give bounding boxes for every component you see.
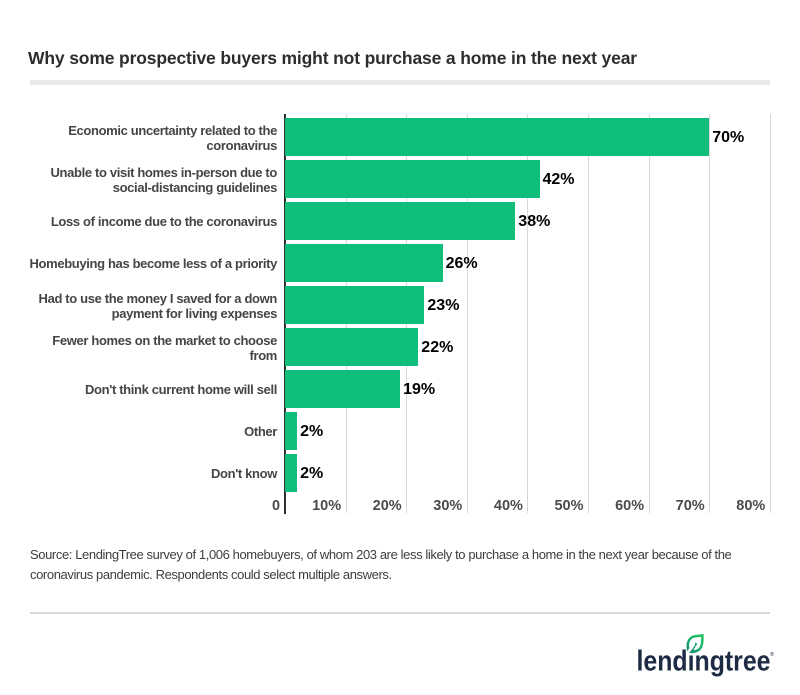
- svg-text:lendıngtree: lendıngtree: [637, 646, 771, 678]
- svg-text:®: ®: [770, 651, 774, 658]
